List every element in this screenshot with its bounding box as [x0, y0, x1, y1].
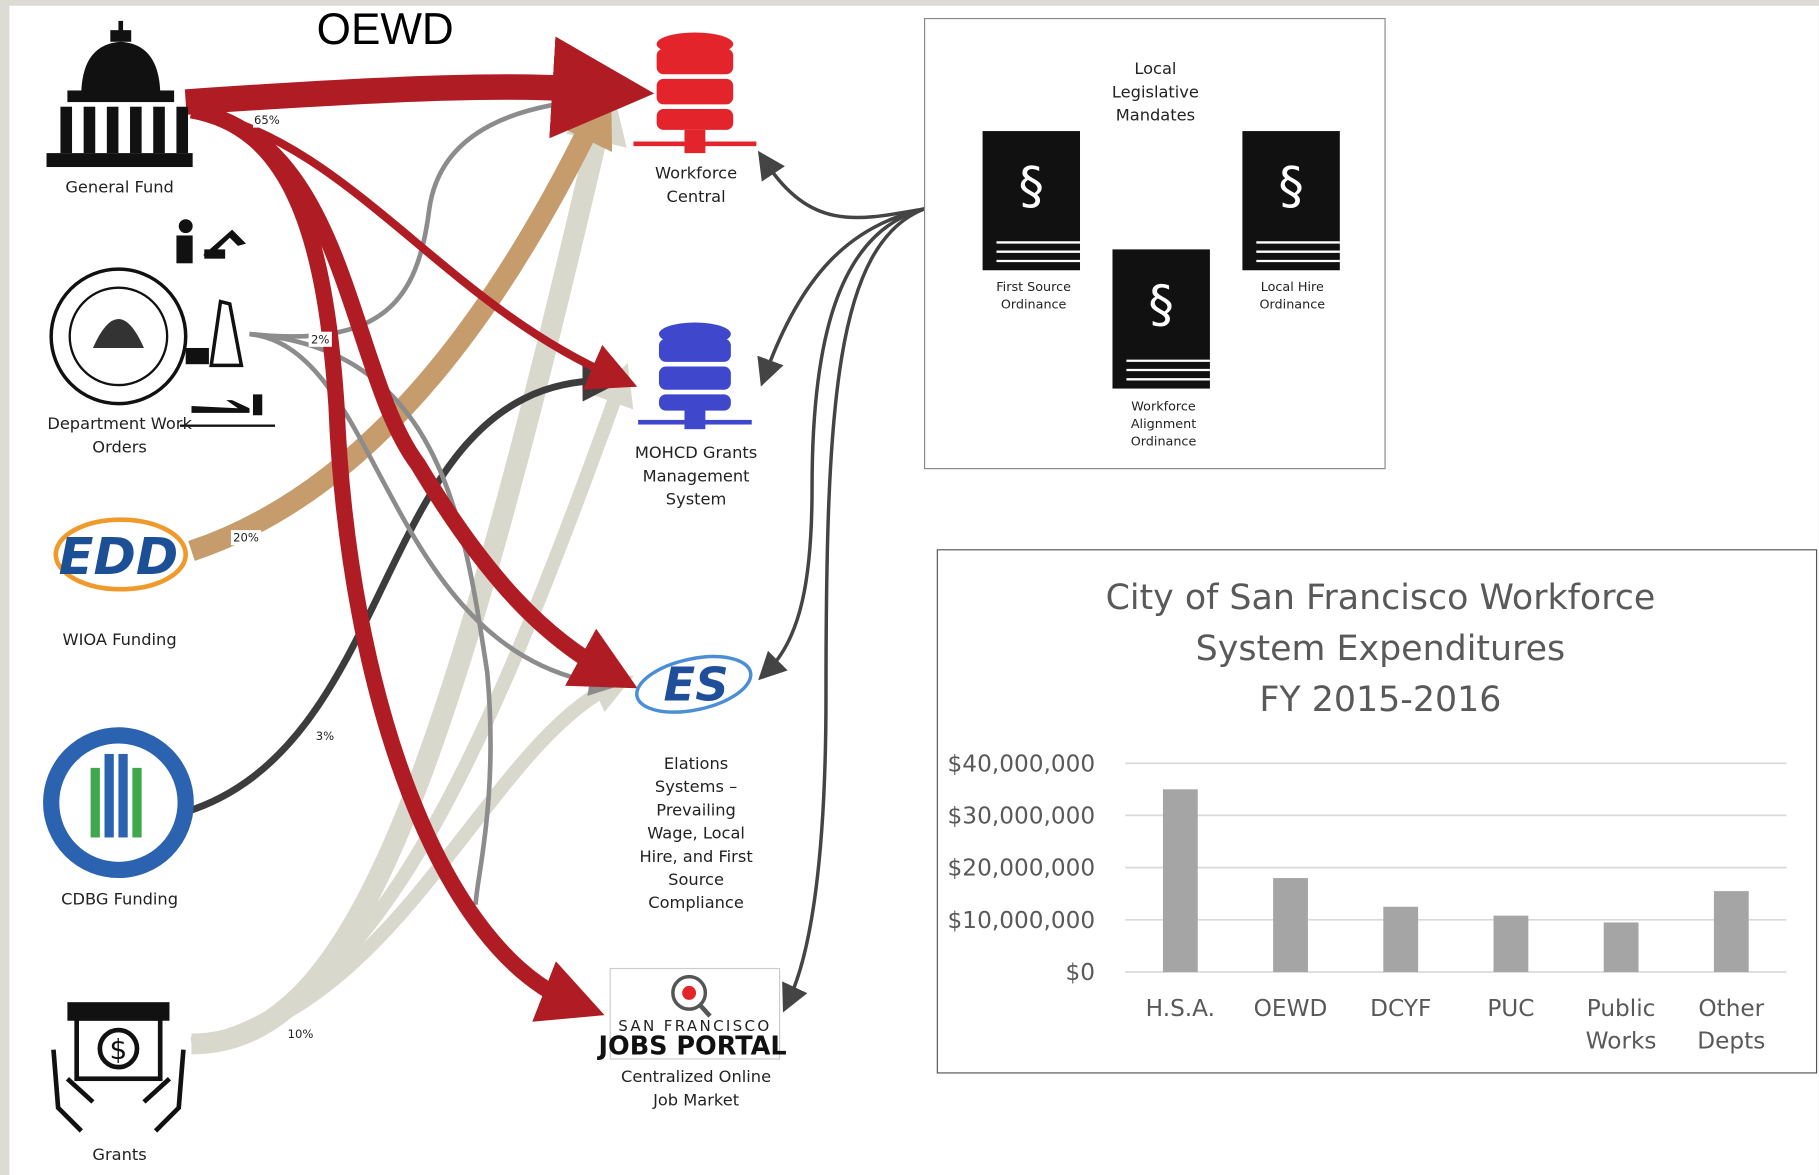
flow-label: 10%	[288, 1027, 314, 1041]
y-tick-label: $10,000,000	[948, 907, 1096, 934]
hud-logo	[51, 735, 186, 870]
y-tick-label: $30,000,000	[948, 803, 1096, 830]
mandates-title: Local Legislative Mandates	[1102, 58, 1209, 128]
source-label: General Fund	[35, 176, 204, 199]
mandate-label: Local Hire Ordinance	[1246, 278, 1339, 313]
section-symbol: §	[1278, 157, 1304, 216]
x-tick-label-box: H.S.A.	[1128, 992, 1232, 1062]
system-label: MOHCD Grants Management System	[626, 442, 765, 512]
y-tick-label: $0	[1066, 959, 1096, 986]
flow-arrow	[186, 87, 604, 102]
x-tick-label: H.S.A.	[1128, 992, 1232, 1024]
x-tick-label-box: Public Works	[1569, 992, 1673, 1062]
mandate-label: Workforce Alignment Ordinance	[1123, 398, 1204, 450]
y-tick-label: $40,000,000	[948, 750, 1096, 777]
bar	[1714, 891, 1749, 972]
x-tick-label: Other Depts	[1679, 992, 1783, 1057]
es-text: ES	[664, 658, 729, 712]
flow-label: 20%	[233, 531, 259, 545]
source-label: WIOA Funding	[35, 629, 204, 652]
jobs-portal-text: JOBS PORTAL	[597, 1031, 787, 1061]
edd-text: EDD	[59, 528, 179, 587]
x-tick-label-box: PUC	[1459, 992, 1563, 1062]
flow-label: 2%	[311, 332, 329, 346]
chart-subtitle: FY 2015-2016	[998, 675, 1764, 726]
section-symbol: §	[1148, 275, 1174, 334]
edd-logo: EDD	[56, 520, 186, 590]
flow-label: 65%	[254, 113, 280, 127]
system-label: Workforce Central	[626, 162, 765, 208]
diagram: 65% 2% 20% 3% 10% OEWD General Fund Depa…	[0, 0, 1819, 1175]
seal-icon	[51, 269, 186, 404]
source-label: Grants	[35, 1144, 204, 1167]
x-tick-label: PUC	[1459, 992, 1563, 1024]
chart-title: City of San Francisco Workforce System E…	[998, 573, 1764, 675]
y-tick-label: $20,000,000	[948, 855, 1096, 882]
jobs-portal-logo: SAN FRANCISCO JOBS PORTAL	[597, 969, 787, 1062]
bar	[1383, 907, 1418, 972]
page: 65% 2% 20% 3% 10% OEWD General Fund Depa…	[0, 0, 1819, 1175]
source-label: CDBG Funding	[35, 888, 204, 911]
x-tick-label: OEWD	[1238, 992, 1342, 1024]
x-tick-label: Public Works	[1569, 992, 1673, 1057]
svg-text:$: $	[110, 1033, 128, 1066]
flow-label: 3%	[316, 729, 334, 743]
system-label: Centralized Online Job Market	[615, 1066, 777, 1112]
title: OEWD	[317, 5, 454, 54]
x-tick-label-box: DCYF	[1349, 992, 1453, 1062]
x-tick-label: DCYF	[1349, 992, 1453, 1024]
x-tick-label-box: OEWD	[1238, 992, 1342, 1062]
bar	[1163, 789, 1198, 972]
system-label: Elations Systems – Prevailing Wage, Loca…	[632, 753, 760, 915]
section-symbol: §	[1019, 157, 1045, 216]
source-label: Department Work Orders	[35, 413, 204, 459]
bar	[1604, 922, 1639, 972]
bar	[1494, 916, 1529, 972]
mandate-label: First Source Ordinance	[987, 278, 1080, 313]
bar	[1273, 878, 1308, 972]
x-tick-label-box: Other Depts	[1679, 992, 1783, 1062]
